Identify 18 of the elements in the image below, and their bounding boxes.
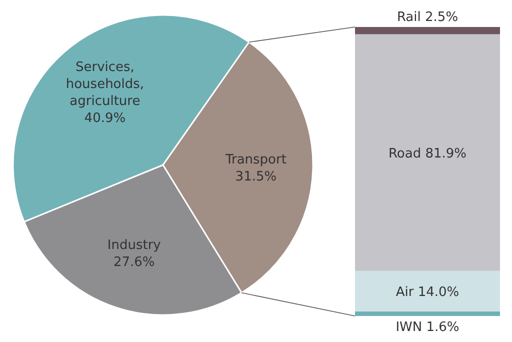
data-label: 81.9% [425,146,467,162]
data-label: 27.6% [113,254,155,270]
slice-label: Services, households, agriculture [66,60,144,109]
series-label: IWN [396,320,426,335]
series-label: Road [388,146,426,162]
slice-label: Industry [107,238,162,253]
bar [355,34,500,271]
data-label: 14.0% [418,285,460,300]
slice-label: Transport [224,152,286,168]
series-label: Air [396,285,418,300]
data-label: 1.6% [426,320,460,335]
series-label: Rail [396,10,426,25]
data-label: 2.5% [425,10,458,25]
bar [355,270,500,312]
data-label: 31.5% [235,169,277,184]
bar [355,311,500,316]
data-label: 40.9% [84,110,126,126]
bar [355,27,500,34]
